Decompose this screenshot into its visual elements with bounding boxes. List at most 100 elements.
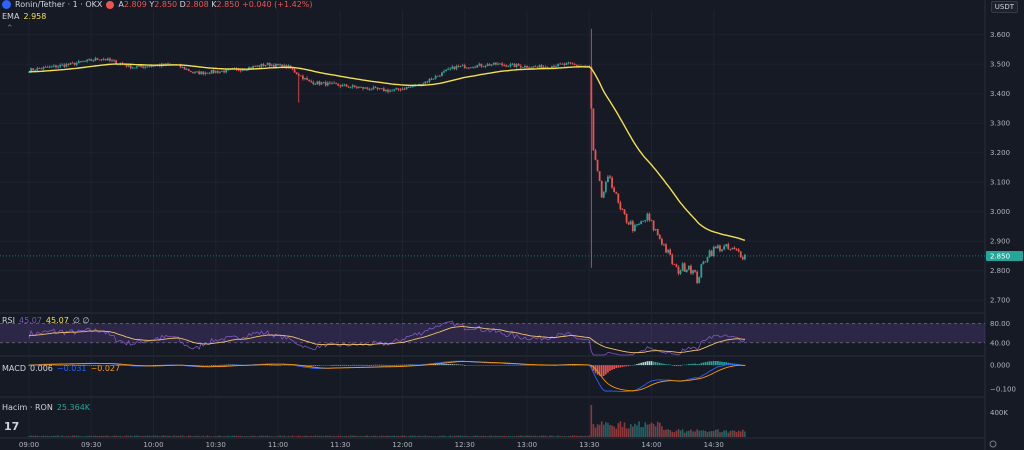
- volume-bar: [567, 436, 570, 437]
- symbol-title[interactable]: Ronin/Tether · 1 · OKX: [15, 0, 103, 9]
- candle-body: [696, 271, 699, 283]
- macd-legend[interactable]: MACD 0.006 −0.031 −0.027: [2, 364, 121, 373]
- candle-body: [434, 75, 437, 79]
- volume-bar: [488, 435, 491, 437]
- candle-body: [409, 86, 412, 88]
- macd-histogram-bar: [351, 364, 354, 366]
- volume-bar: [640, 427, 642, 437]
- time-tick-label: 13:30: [579, 441, 599, 449]
- candle-body: [221, 70, 223, 72]
- macd-histogram-bar: [341, 364, 344, 366]
- volume-bar: [536, 436, 539, 437]
- volume-bar: [175, 435, 178, 437]
- candle-body: [463, 65, 466, 69]
- macd-histogram-bar: [646, 361, 649, 366]
- macd-histogram-bar: [111, 365, 113, 366]
- macd-histogram-bar: [509, 365, 512, 366]
- volume-bar: [221, 436, 223, 437]
- ema-legend[interactable]: EMA 2.958: [2, 12, 47, 21]
- candle-body: [644, 220, 647, 222]
- volume-bar: [401, 435, 404, 437]
- volume-bar: [306, 435, 308, 437]
- macd-histogram-bar: [368, 364, 371, 366]
- volume-bar: [347, 436, 350, 437]
- candle-body: [704, 261, 707, 263]
- macd-histogram-bar: [652, 361, 655, 366]
- volume-bar: [254, 436, 256, 437]
- candle-body: [640, 221, 643, 225]
- candle-body: [277, 63, 279, 66]
- candle-body: [291, 68, 294, 70]
- candle-body: [88, 59, 91, 61]
- macd-histogram-bar: [607, 365, 609, 373]
- volume-legend[interactable]: Hacim · RON 25.364K: [2, 403, 91, 412]
- candle-body: [679, 270, 682, 274]
- candle-body: [79, 61, 82, 62]
- volume-bar: [534, 435, 537, 437]
- volume-bar: [82, 436, 84, 437]
- time-tick-label: 14:30: [704, 441, 724, 449]
- macd-histogram-bar: [102, 365, 105, 366]
- candle-body: [451, 66, 454, 69]
- candle-body: [140, 65, 142, 67]
- macd-histogram-bar: [223, 364, 225, 366]
- macd-histogram-bar: [447, 364, 449, 366]
- volume-bar: [490, 435, 493, 437]
- macd-histogram-bar: [391, 365, 393, 366]
- candle-body: [181, 67, 184, 68]
- macd-histogram-bar: [526, 365, 528, 366]
- volume-bar: [482, 435, 485, 437]
- candle-body: [565, 63, 568, 65]
- macd-histogram-bar: [443, 364, 445, 366]
- currency-selector[interactable]: USDT: [990, 1, 1018, 13]
- macd-histogram-bar: [451, 364, 454, 366]
- volume-bar: [532, 435, 535, 437]
- macd-histogram-bar: [712, 360, 715, 366]
- rsi-legend[interactable]: RSI 45.07 45.07 ∅ ∅: [2, 316, 90, 325]
- collapse-legend-icon[interactable]: ⌃: [6, 24, 14, 34]
- candle-body: [272, 64, 275, 67]
- volume-bar: [281, 436, 283, 437]
- macd-histogram-bar: [202, 365, 205, 366]
- macd-histogram-bar: [696, 364, 698, 366]
- macd-histogram-bar: [362, 364, 364, 366]
- volume-bar: [314, 435, 317, 437]
- volume-bar: [387, 435, 389, 437]
- candle-body: [306, 78, 308, 80]
- candle-body: [266, 62, 269, 66]
- volume-bar: [169, 435, 171, 437]
- volume-bar: [173, 435, 176, 437]
- candle-body: [675, 264, 678, 267]
- candle-body: [685, 269, 688, 272]
- volume-bar: [613, 426, 615, 437]
- volume-bar: [51, 436, 53, 437]
- macd-histogram-bar: [470, 365, 472, 366]
- macd-histogram-bar: [517, 365, 520, 366]
- volume-bar: [98, 435, 101, 437]
- candle-body: [192, 71, 194, 73]
- volume-bar: [61, 435, 63, 437]
- macd-histogram-bar: [331, 365, 333, 366]
- candle-body: [494, 62, 497, 65]
- candle-body: [665, 244, 667, 253]
- candle-body: [84, 61, 86, 63]
- volume-bar: [324, 435, 327, 437]
- candle-body: [189, 70, 192, 72]
- volume-bar: [405, 436, 408, 437]
- macd-tick-label: −0.100: [990, 385, 1016, 393]
- macd-tick-label: 0.000: [990, 362, 1010, 370]
- volume-bar: [563, 436, 566, 437]
- candle-body: [592, 108, 595, 151]
- settings-gear-icon[interactable]: [989, 440, 997, 448]
- volume-bar: [123, 436, 126, 437]
- macd-histogram-bar: [229, 364, 232, 366]
- volume-bar: [30, 435, 32, 437]
- candle-body: [44, 66, 47, 68]
- macd-histogram-bar: [405, 364, 408, 366]
- macd-histogram-bar: [104, 365, 107, 366]
- macd-histogram-bar: [358, 364, 360, 366]
- candle-body: [299, 75, 302, 77]
- macd-histogram-bar: [598, 365, 601, 376]
- volume-bar: [44, 436, 47, 437]
